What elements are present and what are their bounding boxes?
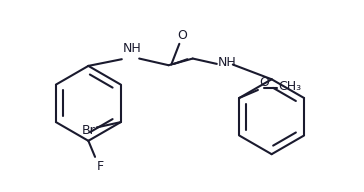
Text: O: O — [177, 30, 187, 42]
Text: Br: Br — [82, 124, 95, 137]
Text: NH: NH — [218, 56, 237, 69]
Text: O: O — [259, 76, 269, 89]
Text: NH: NH — [123, 42, 142, 55]
Text: CH₃: CH₃ — [278, 80, 301, 93]
Text: F: F — [96, 160, 103, 173]
